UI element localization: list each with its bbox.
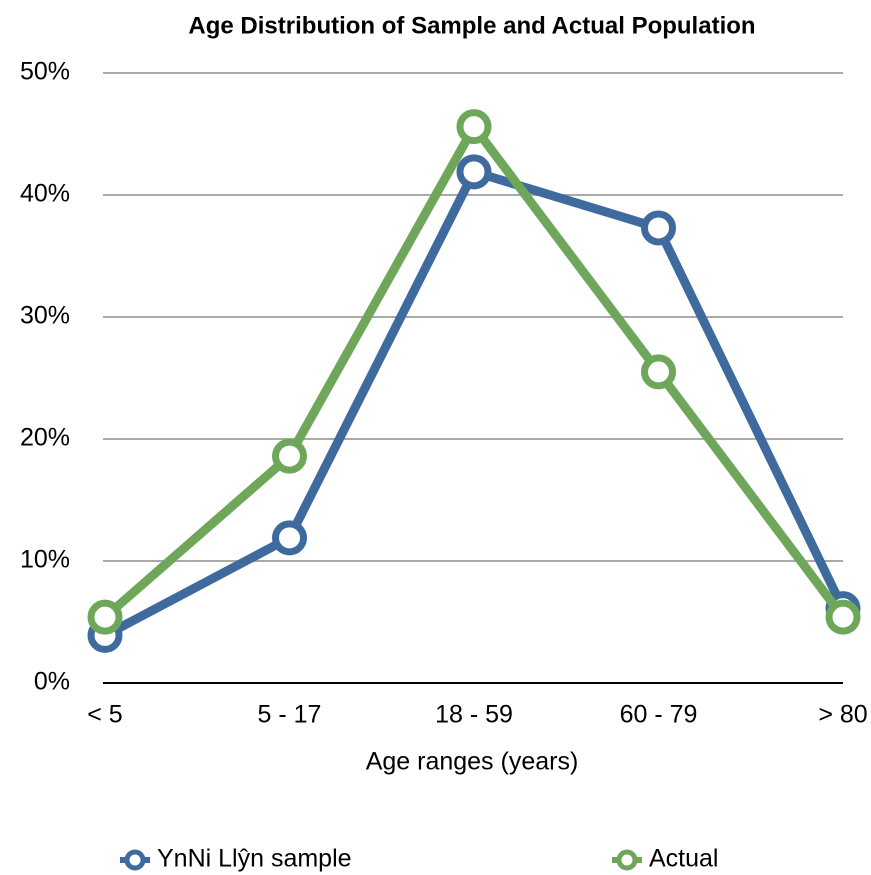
chart-title: Age Distribution of Sample and Actual Po… <box>188 12 755 39</box>
y-tick-label: 50% <box>20 58 70 86</box>
data-point <box>456 154 492 190</box>
legend-label: YnNi Llŷn sample <box>157 845 352 873</box>
x-tick-label: < 5 <box>87 701 122 729</box>
x-tick-label: 18 - 59 <box>435 701 513 729</box>
x-tick-label: > 80 <box>818 701 867 729</box>
data-point <box>641 354 676 390</box>
series-line <box>102 167 848 640</box>
x-tick-label: 5 - 17 <box>258 701 322 729</box>
y-tick-label: 30% <box>20 302 70 330</box>
y-tick-label: 10% <box>20 546 70 574</box>
data-point <box>641 210 676 246</box>
legend-label: Actual <box>649 845 718 873</box>
x-axis-label: Age ranges (years) <box>366 748 579 776</box>
y-tick-label: 20% <box>20 424 70 452</box>
data-point <box>456 109 492 145</box>
data-point <box>272 438 307 474</box>
legend-marker <box>124 849 146 871</box>
data-point <box>825 599 861 635</box>
data-point <box>87 599 123 635</box>
y-tick-label: 40% <box>20 180 70 208</box>
y-tick-label: 0% <box>34 668 70 696</box>
data-point <box>272 520 307 556</box>
legend-marker <box>616 849 638 871</box>
x-tick-label: 60 - 79 <box>620 701 698 729</box>
